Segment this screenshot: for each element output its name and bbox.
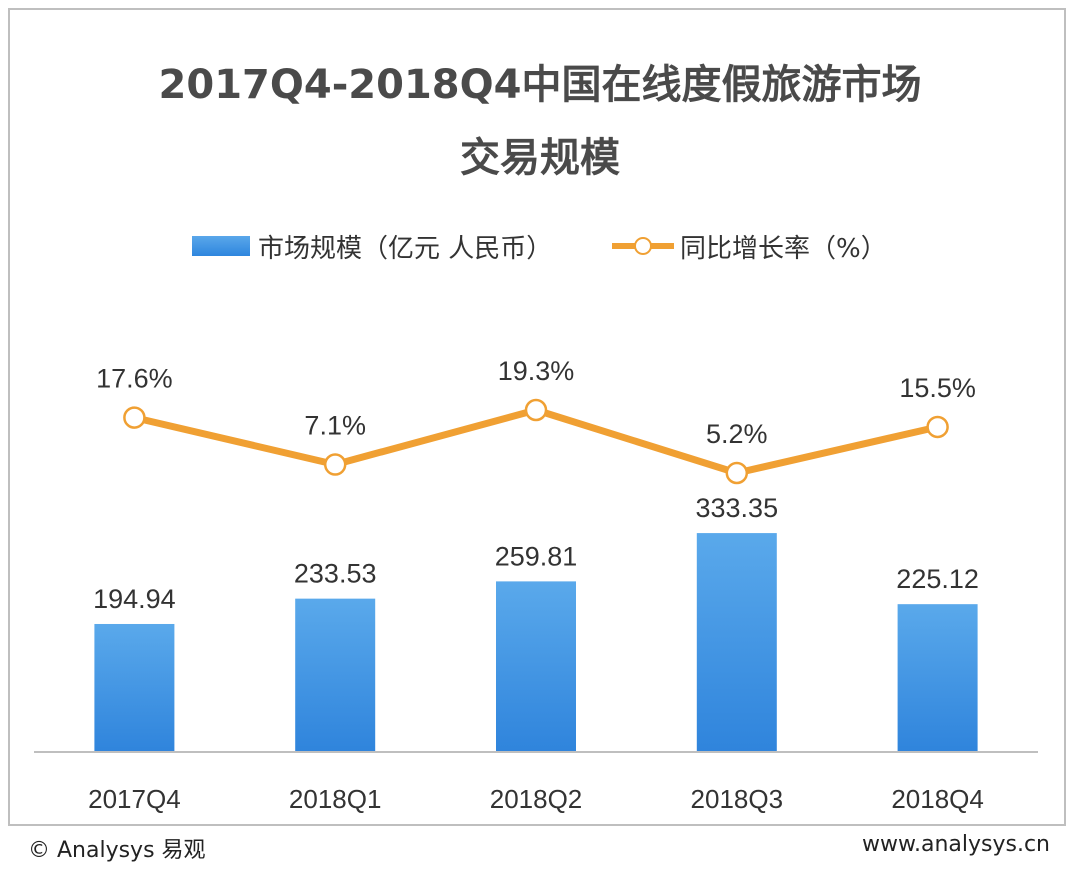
legend-item-market-size: 市场规模（亿元 人民币） xyxy=(192,228,552,264)
growth-value-label-2018Q4: 15.5% xyxy=(899,373,976,403)
growth-point-2017Q4 xyxy=(123,406,146,429)
bar-value-label-2018Q3: 333.35 xyxy=(696,493,779,523)
growth-point-2018Q3 xyxy=(725,461,749,485)
legend-label-market-size: 市场规模（亿元 人民币） xyxy=(258,233,553,264)
legend-label-growth-rate: 同比增长率（%） xyxy=(680,233,887,264)
legend-item-growth-rate: 同比增长率（%） xyxy=(612,228,887,264)
bar-value-label-2018Q1: 233.53 xyxy=(294,559,377,589)
chart-title-line1: 2017Q4-2018Q4中国在线度假旅游市场 xyxy=(158,62,922,108)
growth-value-label-2018Q2: 19.3% xyxy=(498,356,575,386)
footer-website: www.analysys.cn xyxy=(862,832,1050,857)
legend-bar-swatch xyxy=(192,236,250,256)
bar-2018Q2 xyxy=(496,581,576,752)
bar-2018Q4 xyxy=(897,604,978,752)
bar-2018Q3 xyxy=(696,533,777,752)
x-tick-label-2017Q4: 2017Q4 xyxy=(88,784,181,814)
growth-value-label-2017Q4: 17.6% xyxy=(96,364,173,394)
chart-frame xyxy=(8,8,1066,826)
bar-value-label-2018Q4: 225.12 xyxy=(896,564,979,594)
chart-title-line2: 交易规模 xyxy=(460,135,620,181)
x-tick-label-2018Q1: 2018Q1 xyxy=(289,784,382,814)
growth-point-2018Q2 xyxy=(524,398,548,422)
bar-2018Q1 xyxy=(295,598,376,752)
legend-line-swatch xyxy=(612,236,674,256)
x-tick-label-2018Q2: 2018Q2 xyxy=(490,784,583,814)
x-tick-label-2018Q4: 2018Q4 xyxy=(891,784,984,814)
bar-value-label-2017Q4: 194.94 xyxy=(93,584,176,614)
x-tick-label-2018Q3: 2018Q3 xyxy=(691,784,784,814)
growth-value-label-2018Q3: 5.2% xyxy=(706,419,768,449)
bar-2017Q4 xyxy=(94,623,175,752)
growth-value-label-2018Q1: 7.1% xyxy=(304,411,366,441)
growth-point-2018Q1 xyxy=(323,453,347,476)
footer-copyright: © Analysys 易观 xyxy=(28,838,206,863)
growth-point-2018Q4 xyxy=(926,415,949,439)
bar-value-label-2018Q2: 259.81 xyxy=(495,541,578,571)
